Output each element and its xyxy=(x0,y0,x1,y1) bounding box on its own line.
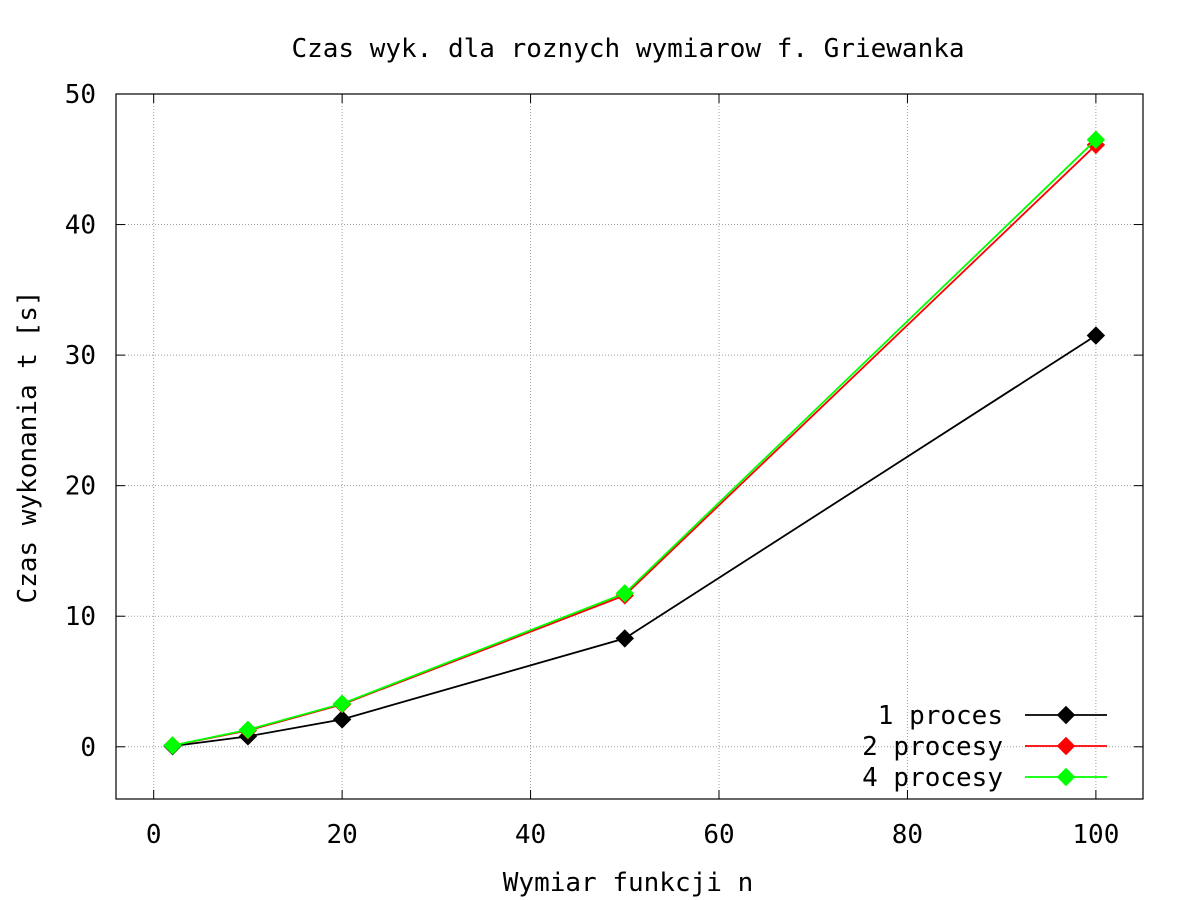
legend-swatch-marker xyxy=(1056,736,1076,756)
series-2 xyxy=(163,135,1106,755)
data-point xyxy=(615,629,634,648)
legend-label: 4 procesy xyxy=(862,763,1003,793)
x-axis-label: Wymiar funkcji n xyxy=(503,868,753,898)
y-tick-label: 30 xyxy=(65,341,96,371)
x-tick-label: 0 xyxy=(146,820,162,850)
axis-ticks: 0 20 40 60 80 100 0 10 20 30 40 50 xyxy=(65,80,1143,850)
y-tick-label: 50 xyxy=(65,80,96,110)
data-point xyxy=(332,710,352,729)
y-tick-label: 20 xyxy=(65,472,96,502)
plot-frame xyxy=(115,93,1144,800)
x-tick-label: 100 xyxy=(1072,820,1119,850)
legend-item: 2 procesy xyxy=(862,732,1107,762)
data-point xyxy=(238,720,258,740)
series-line xyxy=(172,144,1097,747)
chart-title: Czas wyk. dla roznych wymiarow f. Griewa… xyxy=(291,34,964,64)
data-point xyxy=(163,736,182,755)
x-tick-label: 20 xyxy=(326,820,357,850)
x-tick-label: 40 xyxy=(515,820,546,850)
legend-label: 1 proces xyxy=(878,701,1003,731)
y-tick-label: 0 xyxy=(80,733,96,763)
legend-item: 4 procesy xyxy=(862,763,1107,793)
y-axis-label: Czas wykonania t [s] xyxy=(13,290,43,603)
data-point xyxy=(1086,130,1106,149)
series-1 xyxy=(163,326,1106,756)
series-line xyxy=(172,139,1097,747)
series-group xyxy=(163,130,1106,756)
legend-item: 1 proces xyxy=(878,701,1107,731)
series-3 xyxy=(163,130,1106,755)
x-tick-label: 60 xyxy=(703,820,734,850)
data-point xyxy=(1086,326,1106,345)
legend-swatch-marker xyxy=(1056,705,1076,725)
x-tick-label: 80 xyxy=(892,820,923,850)
y-tick-label: 10 xyxy=(65,602,96,632)
legend-swatch-marker xyxy=(1056,767,1076,787)
y-tick-label: 40 xyxy=(65,211,96,241)
grid xyxy=(116,93,1143,799)
series-line xyxy=(172,334,1097,748)
data-point xyxy=(332,694,352,713)
legend-label: 2 procesy xyxy=(862,732,1003,762)
data-point xyxy=(615,584,634,603)
